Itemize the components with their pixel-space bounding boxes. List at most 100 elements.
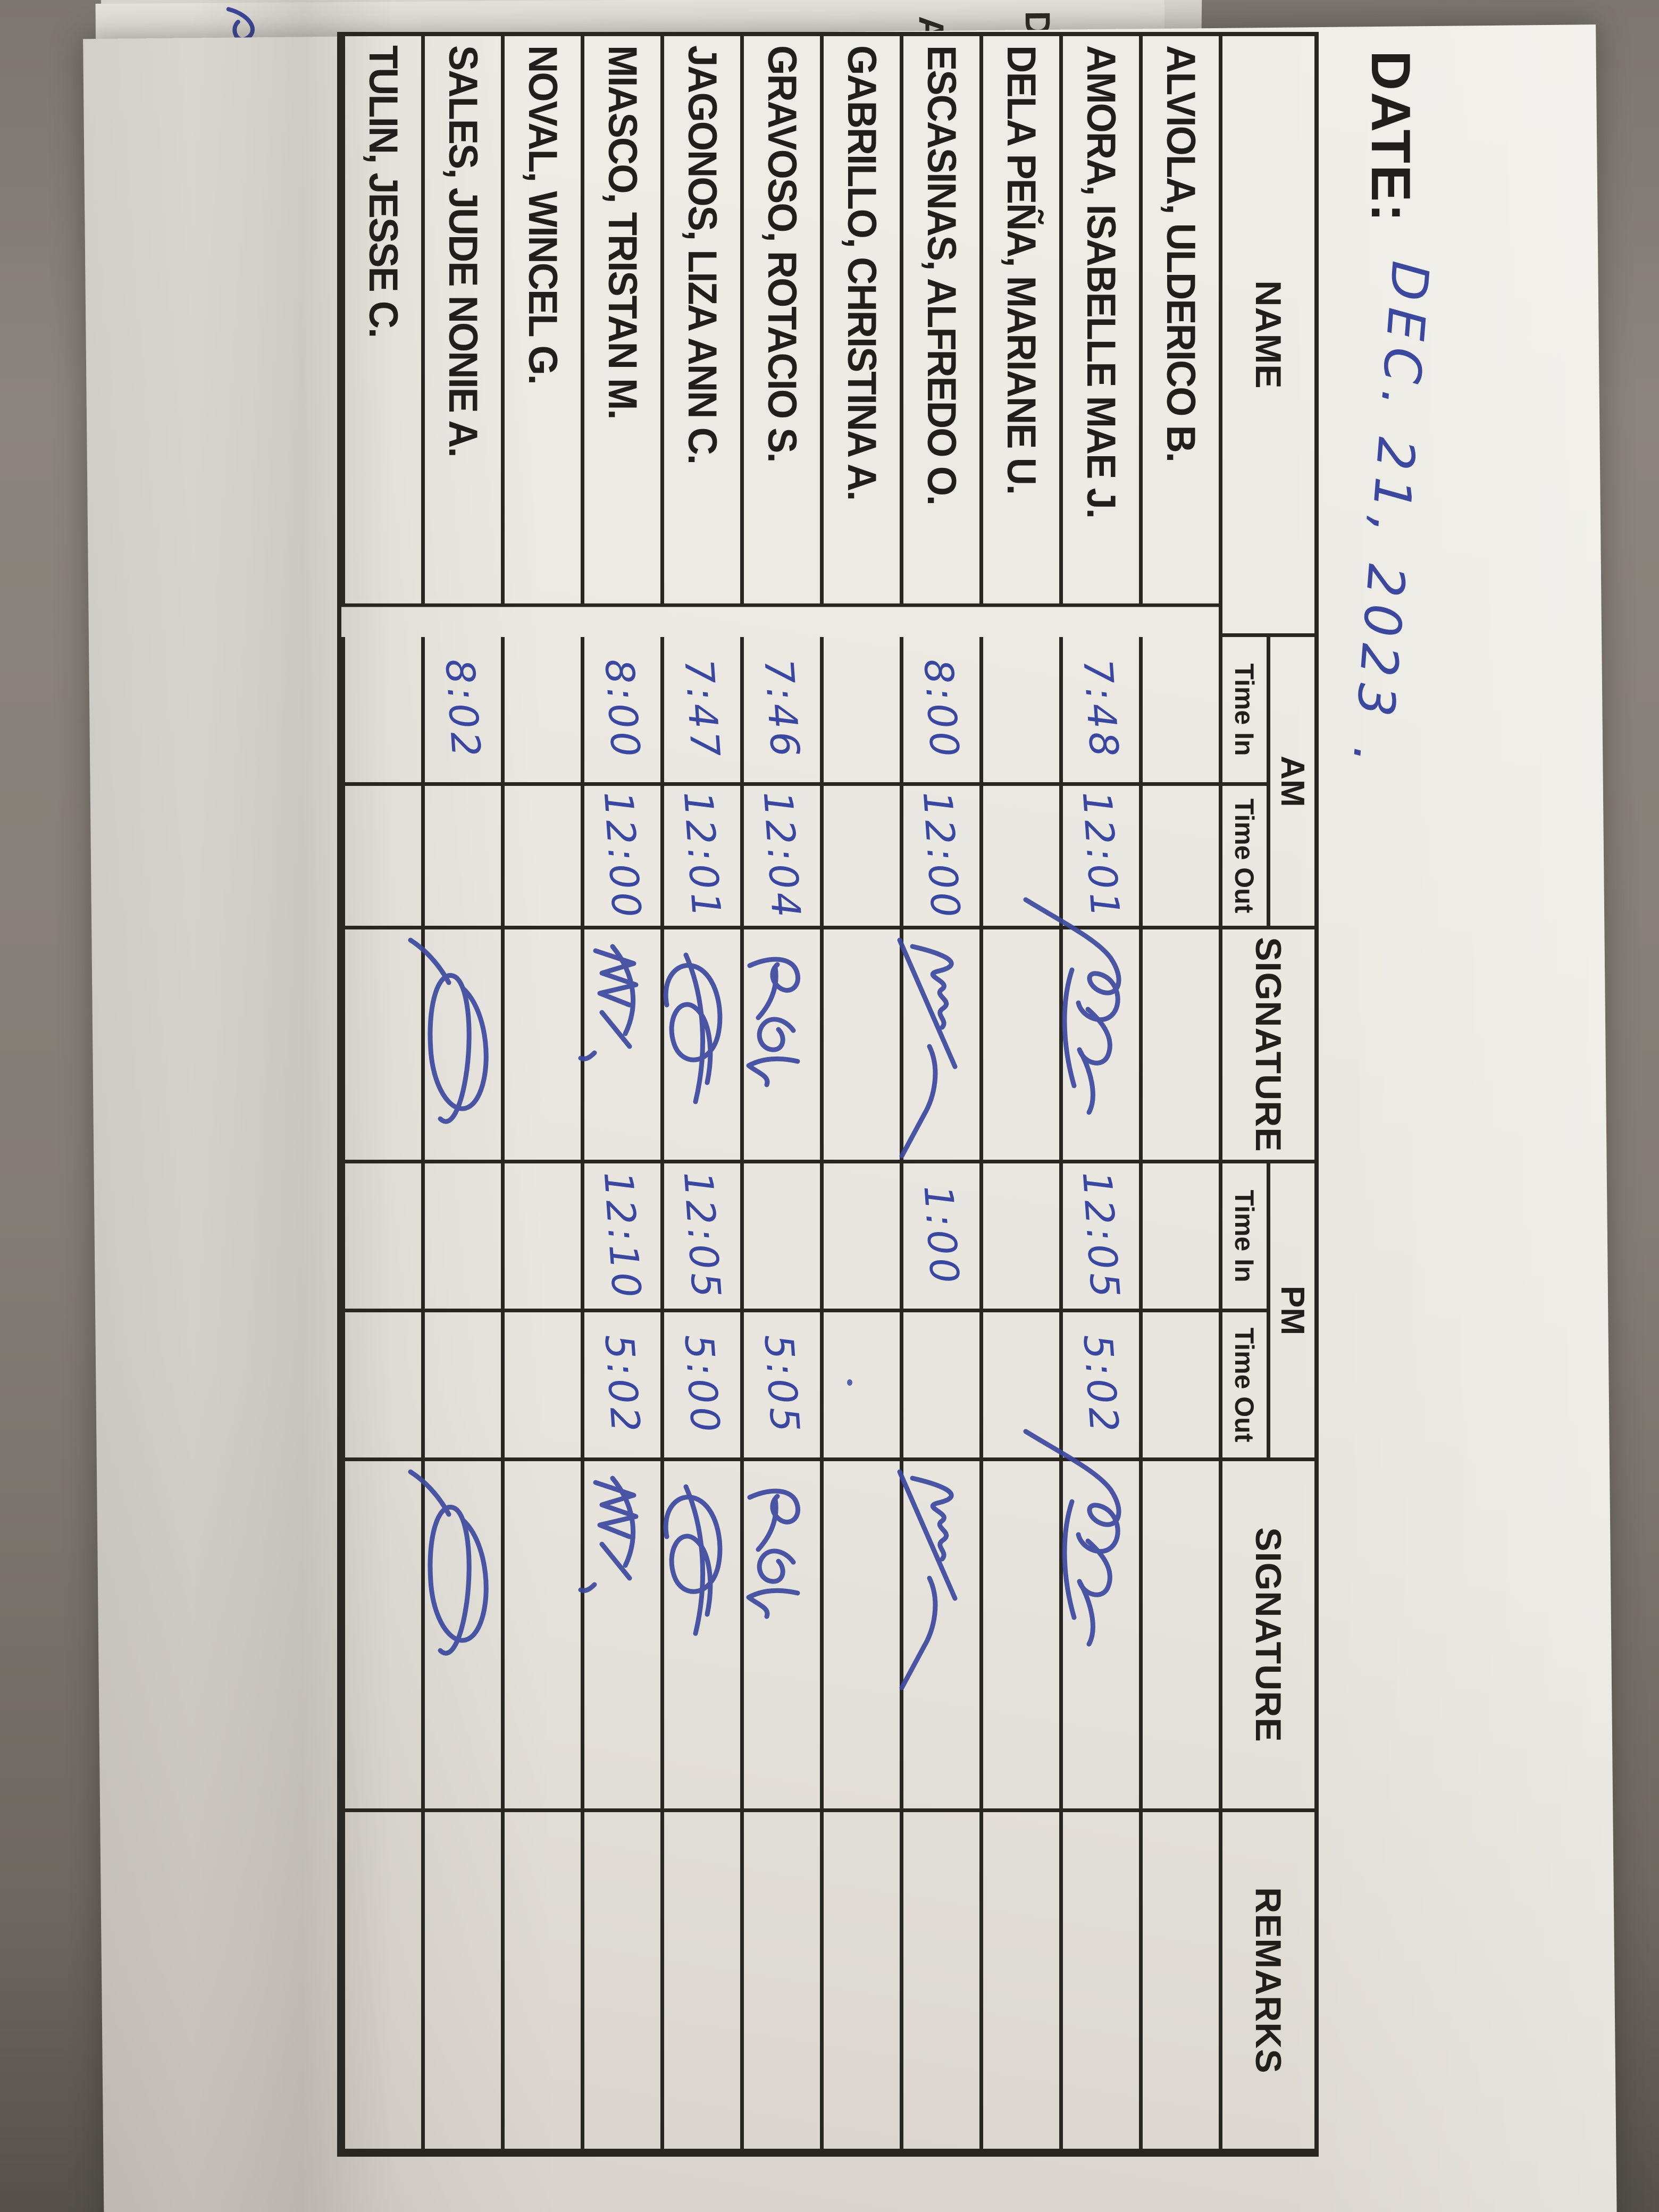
am-time-out-cell: 12:04 (740, 786, 820, 929)
handwritten-time: 1:00 (915, 1184, 968, 1288)
pm-signature-cell (820, 1461, 900, 1812)
remarks-cell (581, 1812, 660, 2152)
pm-time-in-cell (421, 1163, 501, 1312)
pm-time-in-cell (740, 1163, 820, 1312)
pm-time-out-cell: 5:00 (660, 1312, 740, 1461)
am-time-in-cell (820, 637, 900, 786)
name-cell: GRAVOSO, ROTACIO S. (740, 36, 820, 607)
pm-time-out-cell (501, 1312, 581, 1461)
column-header-pm: PM (1267, 1163, 1314, 1461)
am-time-in-cell: 8:02 (421, 637, 501, 786)
handwritten-signature-icon (1023, 897, 1121, 1115)
am-signature-cell (408, 929, 501, 1163)
handwritten-time: 12:10 (595, 1170, 650, 1302)
handwritten-signature-icon (746, 1488, 800, 1619)
pm-signature-cell (501, 1461, 581, 1812)
handwritten-time: 5:02 (596, 1333, 649, 1437)
date-line: DATE: DEC. 21, 2023 . (1340, 51, 1440, 773)
am-time-out-cell (979, 786, 1059, 929)
handwritten-signature-icon (746, 957, 800, 1087)
am-time-in-cell (1139, 637, 1219, 786)
am-time-in-cell (341, 637, 421, 786)
handwritten-time: 12:01 (1074, 790, 1128, 922)
am-time-out-cell (341, 786, 421, 929)
am-time-in-cell: 7:46 (740, 637, 820, 786)
remarks-cell (979, 1812, 1059, 2152)
handwritten-time: 5:00 (675, 1333, 729, 1437)
pm-time-in-cell: 12:05 (660, 1163, 740, 1312)
remarks-cell (820, 1812, 900, 2152)
handwritten-time: 12:05 (1074, 1170, 1128, 1302)
name-cell: GABRILLO, CHRISTINA A. (820, 36, 900, 607)
handwritten-time: 5:05 (755, 1333, 809, 1437)
handwritten-time: 12:01 (675, 790, 730, 922)
pm-time-in-cell (1139, 1163, 1219, 1312)
remarks-cell (740, 1812, 820, 2152)
pm-signature-cell (1139, 1461, 1219, 1812)
am-time-out-cell (501, 786, 581, 929)
column-header-am: AM (1267, 637, 1314, 929)
name-cell: SALES, JUDE NONIE A. (421, 36, 501, 607)
am-signature-cell (660, 929, 740, 1163)
pm-time-in-cell (820, 1163, 900, 1312)
am-time-out-cell: 12:00 (900, 786, 979, 929)
handwritten-time: 12:00 (595, 790, 650, 922)
pm-time-in-cell: 1:00 (900, 1163, 979, 1312)
pm-signature-cell (1023, 1429, 1139, 1812)
pm-time-out-cell (1139, 1312, 1219, 1461)
name-cell: MIASCO, TRISTAN M. (581, 36, 660, 607)
handwritten-signature-icon (408, 1469, 489, 1656)
pm-time-out-cell (341, 1312, 421, 1461)
handwritten-signature-icon (578, 1476, 639, 1593)
am-time-out-cell (1139, 786, 1219, 929)
handwritten-signature-icon (408, 937, 489, 1124)
pm-signature-cell (578, 1461, 660, 1812)
column-header-am-signature: SIGNATURE (1219, 929, 1314, 1163)
column-header-remarks: REMARKS (1219, 1812, 1314, 2152)
handwritten-time: 7:46 (755, 657, 809, 762)
pm-time-out-cell: 5:02 (581, 1312, 660, 1461)
pm-signature-cell (979, 1461, 1059, 1812)
pm-signature-cell (660, 1461, 740, 1812)
am-signature-cell (820, 929, 900, 1163)
pm-time-out-cell (820, 1312, 900, 1461)
handwritten-time: 12:05 (675, 1170, 730, 1302)
date-handwritten-value: DEC. 21, 2023 . (1340, 259, 1440, 774)
handwritten-time: 12:04 (755, 790, 809, 922)
name-cell: AMORA, ISABELLE MAE J. (1059, 36, 1139, 607)
pm-time-in-cell (501, 1163, 581, 1312)
pm-time-out-cell (421, 1312, 501, 1461)
table-body: ALVIOLA, ULDERICO B. AMORA, ISABELLE MAE … (341, 36, 1219, 2152)
am-signature-cell (578, 929, 660, 1163)
handwritten-signature-icon (578, 944, 639, 1061)
handwritten-signature-icon (663, 952, 723, 1104)
am-time-in-cell (501, 637, 581, 786)
remarks-cell (341, 1812, 421, 2152)
remarks-cell (660, 1812, 740, 2152)
handwritten-signature-icon (1023, 1429, 1121, 1647)
name-cell: ALVIOLA, ULDERICO B. (1139, 36, 1219, 607)
stray-ink-dot (847, 1379, 853, 1386)
handwritten-time: 8:00 (596, 657, 649, 762)
column-header-am-time-in: Time In (1219, 637, 1267, 786)
pm-time-in-cell: 12:05 (1059, 1163, 1139, 1312)
pm-signature-cell (341, 1461, 421, 1812)
am-signature-cell (979, 929, 1059, 1163)
pm-time-in-cell: 12:10 (581, 1163, 660, 1312)
date-label: DATE: (1360, 51, 1422, 224)
pm-time-out-cell: 5:05 (740, 1312, 820, 1461)
pm-time-out-cell (979, 1312, 1059, 1461)
name-cell: JAGONOS, LIZA ANN C. (660, 36, 740, 607)
handwritten-time: 12:00 (914, 790, 969, 922)
pm-time-in-cell (979, 1163, 1059, 1312)
remarks-cell (1139, 1812, 1219, 2152)
am-time-in-cell (979, 637, 1059, 786)
pm-signature-cell (897, 1461, 979, 1812)
pm-time-in-cell (341, 1163, 421, 1312)
handwritten-time: 5:02 (1074, 1333, 1128, 1437)
am-time-in-cell: 8:00 (900, 637, 979, 786)
pm-time-out-cell (900, 1312, 979, 1461)
remarks-cell (1059, 1812, 1139, 2152)
am-signature-cell (501, 929, 581, 1163)
